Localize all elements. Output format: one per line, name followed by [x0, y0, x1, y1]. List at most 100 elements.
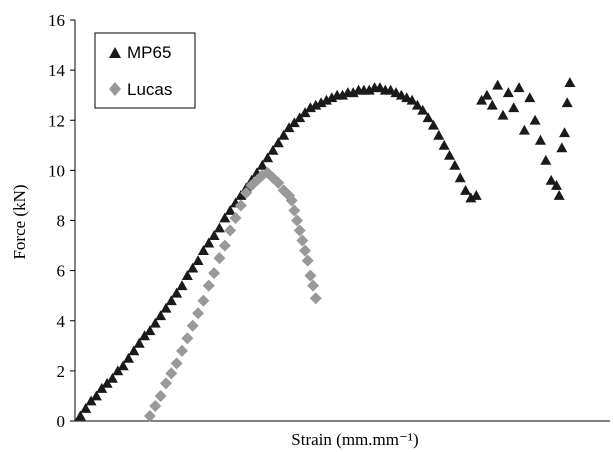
legend-lucas-marker [109, 82, 121, 96]
mp65-point [80, 402, 92, 413]
lucas-point [192, 307, 205, 320]
mp65-point [128, 345, 140, 356]
mp65-point [74, 410, 86, 421]
mp65-point [545, 174, 557, 185]
mp65-point [559, 127, 571, 138]
mp65-point [320, 94, 332, 105]
lucas-point [224, 224, 237, 237]
mp65-point [476, 94, 488, 105]
mp65-point [187, 262, 199, 273]
mp65-point [144, 325, 156, 336]
mp65-point [411, 99, 423, 110]
lucas-point [159, 377, 172, 390]
mp65-point [508, 102, 520, 113]
mp65-point [470, 189, 482, 200]
y-tick-label: 12 [48, 111, 65, 130]
mp65-point [181, 270, 193, 281]
series-lucas [143, 166, 322, 422]
lucas-point [165, 367, 178, 380]
mp65-point [444, 149, 455, 160]
mp65-point [551, 179, 562, 190]
lucas-point [170, 357, 183, 370]
y-tick-label: 4 [57, 312, 66, 331]
mp65-point [203, 237, 215, 248]
mp65-point [267, 144, 279, 155]
y-tick-label: 2 [57, 362, 66, 381]
mp65-point [171, 287, 183, 298]
mp65-point [438, 139, 450, 150]
y-axis-ticks: 0 2 4 6 8 10 12 14 16 [48, 11, 75, 431]
mp65-point [534, 134, 546, 145]
lucas-point [299, 244, 312, 257]
mp65-point [90, 390, 102, 401]
lucas-point [307, 279, 320, 292]
lucas-point [213, 252, 226, 265]
mp65-point [149, 317, 161, 328]
mp65-point [256, 159, 268, 170]
lucas-point [291, 214, 304, 227]
mp65-point [518, 124, 530, 135]
mp65-point [465, 192, 477, 203]
lucas-point [149, 399, 162, 412]
y-tick-label: 0 [57, 412, 66, 431]
legend: MP65 Lucas [94, 32, 196, 109]
mp65-point [481, 89, 493, 100]
lucas-point [309, 292, 322, 305]
legend-lucas-label: Lucas [127, 80, 172, 99]
mp65-point [85, 395, 97, 406]
y-tick-label: 8 [57, 212, 66, 231]
mp65-point [278, 129, 290, 140]
mp65-point [123, 352, 134, 363]
y-tick-label: 10 [48, 161, 65, 180]
mp65-point [427, 119, 439, 130]
y-tick-label: 14 [48, 61, 66, 80]
mp65-point [139, 330, 151, 341]
mp65-point [553, 189, 565, 200]
mp65-point [502, 87, 514, 98]
mp65-point [315, 97, 327, 108]
y-tick-label: 6 [57, 262, 66, 281]
mp65-point [363, 84, 375, 95]
mp65-point [326, 92, 338, 103]
mp65-point [133, 337, 145, 348]
lucas-point [272, 176, 285, 189]
mp65-point [288, 117, 300, 128]
lucas-point [229, 211, 242, 224]
mp65-point [197, 245, 209, 255]
mp65-point [96, 382, 108, 393]
lucas-point [296, 234, 309, 247]
mp65-point [213, 222, 225, 233]
mp65-point [224, 204, 236, 215]
mp65-point [117, 360, 129, 371]
mp65-point [460, 184, 472, 195]
series-mp65 [74, 77, 576, 421]
mp65-point [561, 97, 573, 108]
mp65-point [513, 82, 525, 93]
mp65-point [304, 102, 316, 113]
lucas-point [285, 194, 298, 207]
mp65-point [529, 114, 541, 125]
mp65-point [165, 295, 177, 306]
lucas-point [218, 239, 231, 252]
mp65-point [155, 310, 167, 321]
mp65-point [422, 112, 434, 123]
lucas-point [143, 409, 156, 422]
lucas-point [304, 269, 317, 282]
lucas-point [186, 319, 199, 332]
mp65-point [101, 377, 113, 388]
mp65-point [433, 129, 445, 140]
mp65-point [192, 255, 204, 265]
mp65-point [406, 94, 418, 105]
x-axis-title: Strain (mm.mm⁻¹) [291, 430, 418, 449]
mp65-point [262, 152, 274, 163]
lucas-point [293, 224, 306, 237]
mp65-point [176, 280, 188, 291]
mp65-point [299, 107, 311, 118]
mp65-point [564, 77, 576, 88]
mp65-point [112, 365, 124, 376]
mp65-point [208, 230, 220, 240]
mp65-point [556, 142, 568, 153]
mp65-point [160, 302, 172, 313]
mp65-point [337, 89, 348, 100]
